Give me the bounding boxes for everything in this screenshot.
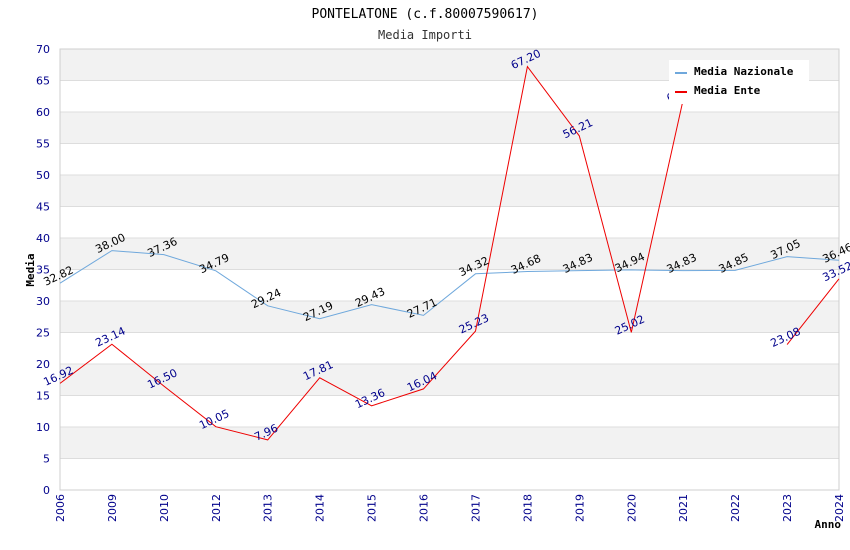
legend-label-media-ente: Media Ente	[694, 84, 761, 97]
y-tick-label: 35	[36, 264, 50, 277]
series-line-media-nazionale	[59, 250, 840, 320]
y-tick-label: 0	[43, 484, 50, 497]
y-tick-label: 50	[36, 169, 50, 182]
x-tick-label: 2018	[521, 494, 534, 522]
series-line-media-ente	[59, 65, 684, 441]
y-tick-label: 60	[36, 106, 50, 119]
x-tick-label: 2024	[833, 494, 846, 522]
y-tick-label: 70	[36, 43, 50, 56]
x-tick-label: 2006	[54, 494, 67, 522]
y-tick-label: 30	[36, 295, 50, 308]
grid-band	[60, 427, 839, 459]
x-axis-label: Anno	[815, 518, 842, 531]
x-tick-label: 2021	[677, 494, 690, 522]
legend-label-media-nazionale: Media Nazionale	[694, 65, 794, 78]
x-tick-label: 2020	[625, 494, 638, 522]
y-tick-label: 55	[36, 138, 50, 151]
y-axis-label: Media	[24, 253, 37, 286]
grid-bands	[60, 49, 839, 459]
x-tick-label: 2017	[469, 494, 482, 522]
y-axis-ticks: 0 5 10 15 20 25 30 35 40 45 50 55 60 65 70	[36, 43, 50, 497]
x-tick-label: 2012	[210, 494, 223, 522]
x-tick-label: 2023	[781, 494, 794, 522]
grid-band	[60, 364, 839, 396]
y-tick-label: 65	[36, 75, 50, 88]
y-tick-label: 20	[36, 358, 50, 371]
chart-subtitle: Media Importi	[378, 28, 472, 42]
grid-band	[60, 301, 839, 333]
x-axis-ticks: 2006 2009 2010 2012 2013 2014 2015 2016 2017 2018…	[54, 494, 846, 522]
grid-band	[60, 175, 839, 207]
y-tick-label: 40	[36, 232, 50, 245]
legend-box	[669, 60, 809, 104]
x-tick-label: 2016	[418, 494, 431, 522]
x-tick-label: 2009	[106, 494, 119, 522]
x-tick-label: 2015	[366, 494, 379, 522]
plot-frame	[59, 48, 840, 491]
x-tick-label: 2019	[573, 494, 586, 522]
x-tick-label: 2014	[314, 494, 327, 522]
grid-band	[60, 112, 839, 144]
x-tick-label: 2010	[158, 494, 171, 522]
legend: Media Nazionale Media Ente	[669, 60, 809, 104]
y-tick-label: 45	[36, 201, 50, 214]
series-line-media-ente	[786, 278, 840, 345]
y-tick-label: 5	[43, 453, 50, 466]
x-tick-label: 2013	[262, 494, 275, 522]
chart-title: PONTELATONE (c.f.80007590617)	[312, 7, 539, 22]
grid-band	[60, 238, 839, 270]
series-lines	[59, 65, 840, 441]
x-tick-label: 2022	[729, 494, 742, 522]
y-tick-label: 25	[36, 327, 50, 340]
y-tick-label: 10	[36, 421, 50, 434]
y-tick-label: 15	[36, 390, 50, 403]
